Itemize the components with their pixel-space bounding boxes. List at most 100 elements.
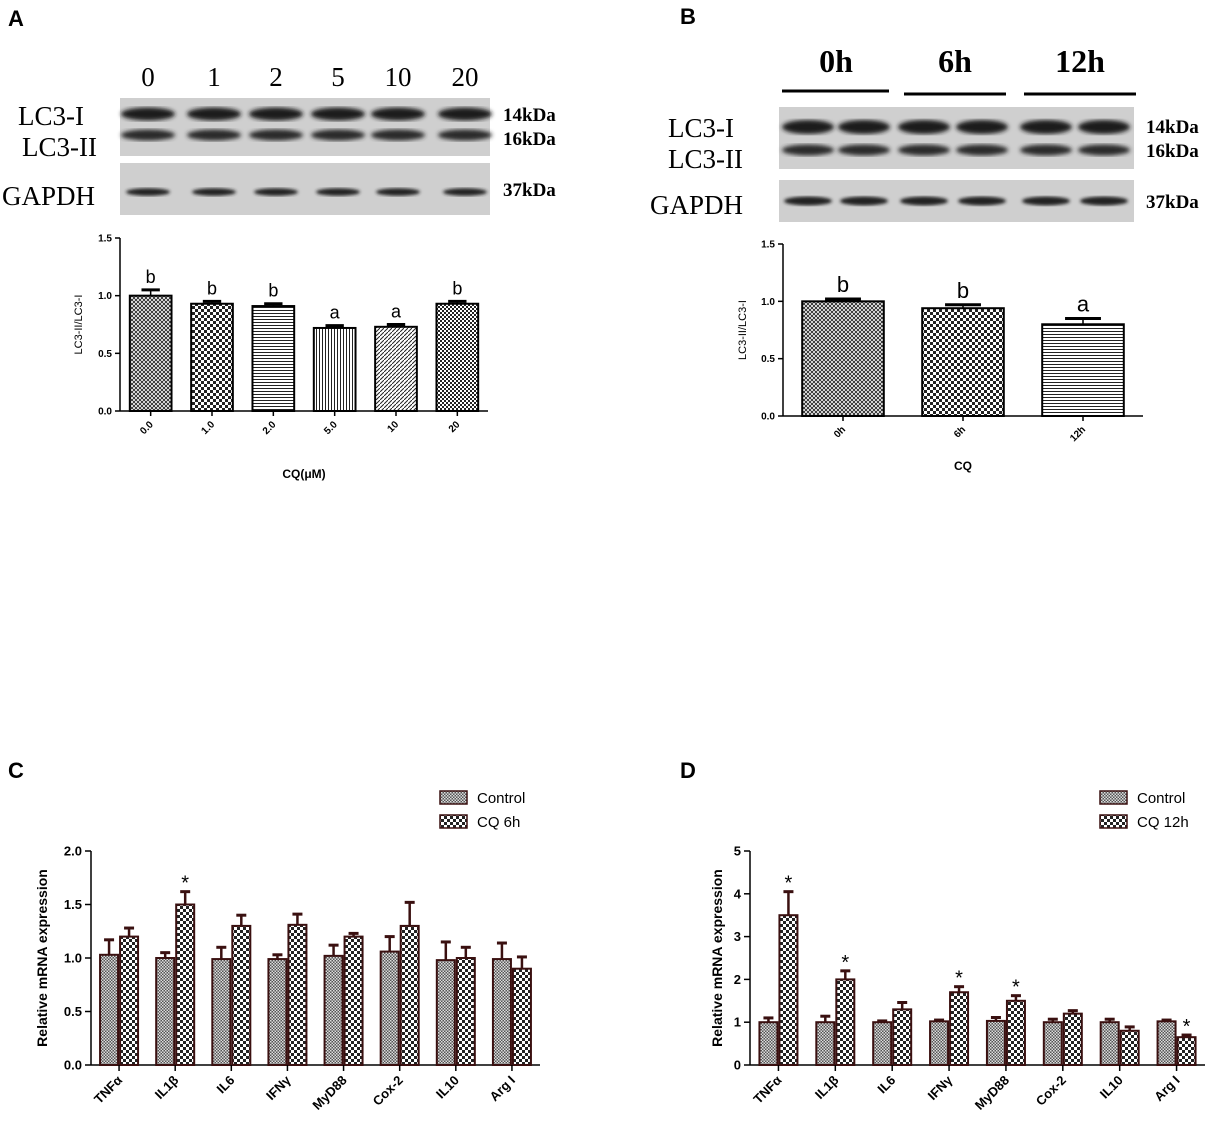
blot-b-band-lc3-1 [898, 120, 950, 134]
x-axis-label: CQ(μM) [282, 467, 325, 481]
legend-swatch-cq-6h [439, 814, 468, 829]
bar-control-il1 [815, 1021, 836, 1067]
x-tick-label-il6: IL6 [874, 1073, 898, 1097]
bar-control-cox-2 [1042, 1021, 1063, 1067]
blot-a-band-lc3-1 [187, 107, 241, 121]
bar-0h [801, 300, 885, 418]
x-tick-label-ifn: IFNγ [925, 1072, 956, 1103]
blot-a-band-lc3-2 [249, 129, 303, 141]
bar-cq-6h-il6 [231, 924, 252, 1067]
y-tick-label: 0.5 [761, 354, 775, 365]
x-tick-label-arg-i: Arg I [487, 1073, 519, 1105]
blot-b-lane-0h: 0h [819, 43, 853, 79]
significance-letter: b [837, 272, 849, 297]
x-tick-label-tnf: TNFα [91, 1073, 125, 1107]
blot-a-band-lc3-1 [438, 107, 492, 121]
y-tick-label: 0.5 [98, 349, 112, 360]
blot-a-band-lc3-1 [121, 107, 175, 121]
blot-a-band-lc3-1 [249, 107, 303, 121]
significance-star: * [1183, 1016, 1191, 1038]
y-tick-label: 0.5 [64, 1004, 82, 1019]
x-tick-label-il1: IL1β [152, 1072, 182, 1102]
bar-control-il1 [155, 957, 176, 1066]
blot-b-lane-12h: 12h [1055, 43, 1105, 79]
blot-a-label-gapdh: GAPDH [2, 181, 95, 211]
legend-swatch-control [439, 790, 468, 805]
legend-label-cq-6h: CQ 6h [477, 814, 520, 831]
blot-b-band-gapdh [840, 196, 888, 206]
blot-b: 0h 6h 12h LC3-I LC3-II GAPDH 14kDa 16kDa 3… [650, 43, 1199, 222]
bar-control-tnf [99, 953, 120, 1066]
legend: Control CQ 12h [1099, 790, 1189, 831]
blot-b-label-lc3-1: LC3-I [668, 113, 734, 143]
blot-a-lane-10: 10 [385, 62, 412, 92]
y-tick-label: 1.5 [98, 234, 112, 245]
blot-a-band-lc3-2 [187, 129, 241, 141]
blot-b-band-gapdh [958, 196, 1006, 206]
significance-star: * [955, 968, 963, 990]
blot-b-kda-14: 14kDa [1146, 117, 1199, 138]
x-tick-label-0h: 0h [832, 424, 848, 440]
blot-b-band-lc3-2 [1020, 144, 1072, 156]
blot-a: 0 1 2 5 10 20 LC3-I LC3-II GAPDH 14kDa 16kDa … [2, 62, 556, 215]
x-tick-label-il10: IL10 [1097, 1073, 1126, 1102]
blot-b-band-lc3-2 [782, 144, 834, 156]
bar-5-0 [312, 326, 357, 412]
blot-a-band-lc3-2 [438, 129, 492, 141]
bar-cq-6h-il1 [175, 903, 196, 1066]
blot-a-band-lc3-2 [371, 129, 425, 141]
blot-b-band-lc3-1 [1078, 120, 1130, 134]
bar-control-il6 [211, 958, 232, 1067]
blot-a-band-gapdh [192, 188, 236, 196]
blot-a-band-gapdh [126, 188, 170, 196]
legend-label-control: Control [477, 790, 525, 807]
y-axis-label: Relative mRNA expression [34, 869, 50, 1047]
x-tick-label-ifn: IFNγ [263, 1072, 294, 1103]
blot-a-band-gapdh [254, 188, 298, 196]
bar-cq-12h-myd88 [1005, 999, 1026, 1066]
significance-letter: b [957, 278, 969, 303]
x-tick-label-6h: 6h [952, 424, 968, 440]
bar-cq-12h-arg-i [1176, 1036, 1197, 1067]
bar-12h [1041, 323, 1125, 417]
bar-control-il10 [435, 959, 456, 1067]
bar-cq-12h-ifn [949, 991, 970, 1066]
chart-c: 0.0 0.5 1.0 1.5 2.0 TNFα * IL1β IL6 IFNγ MyD88 Cox-… [34, 790, 540, 1113]
bar-cq-12h-il1 [835, 978, 856, 1067]
blot-b-band-lc3-2 [956, 144, 1008, 156]
y-tick-label: 0.0 [761, 412, 775, 423]
blot-b-band-gapdh [1080, 196, 1128, 206]
bar-cq-12h-cox-2 [1062, 1012, 1083, 1067]
blot-a-band-lc3-2 [121, 129, 175, 141]
y-tick-label: 1.5 [64, 897, 82, 912]
blot-b-band-lc3-2 [1078, 144, 1130, 156]
x-tick-label-il1: IL1β [812, 1072, 842, 1102]
bar-0-0 [128, 294, 173, 412]
blot-a-gapdh-membrane [120, 163, 490, 215]
blot-a-kda-14: 14kDa [503, 105, 556, 126]
x-tick-label-1-0: 1.0 [200, 419, 218, 437]
blot-a-label-lc3-1: LC3-I [18, 101, 84, 131]
significance-star: * [181, 873, 189, 895]
y-axis-label: LC3-II/LC3-I [73, 295, 85, 355]
significance-letter: a [330, 303, 341, 323]
bar-cq-12h-il10 [1119, 1029, 1140, 1067]
blot-a-band-lc3-1 [371, 107, 425, 121]
y-tick-label: 0.0 [98, 407, 112, 418]
legend-label-cq-12h: CQ 12h [1137, 814, 1189, 831]
blot-b-band-lc3-2 [838, 144, 890, 156]
significance-letter: a [1077, 292, 1090, 317]
bar-control-il10 [1099, 1021, 1120, 1067]
chart-b: 0.0 0.5 1.0 1.5 0h b 6h b 12h a LC3-II/LC3-I CQ [737, 240, 1143, 473]
blot-a-lane-20: 20 [452, 62, 479, 92]
x-tick-label-tnf: TNFα [750, 1073, 784, 1107]
panel-letter-b: B [680, 4, 696, 29]
blot-a-lane-0: 0 [141, 62, 155, 92]
x-tick-label-0-0: 0.0 [138, 419, 156, 437]
blot-a-lc3-membrane [120, 98, 490, 156]
x-tick-label-2-0: 2.0 [261, 419, 279, 437]
panel-letter-d: D [680, 758, 696, 783]
legend-label-control: Control [1137, 790, 1185, 807]
blot-a-band-gapdh [376, 188, 420, 196]
bar-control-arg-i [491, 958, 512, 1067]
